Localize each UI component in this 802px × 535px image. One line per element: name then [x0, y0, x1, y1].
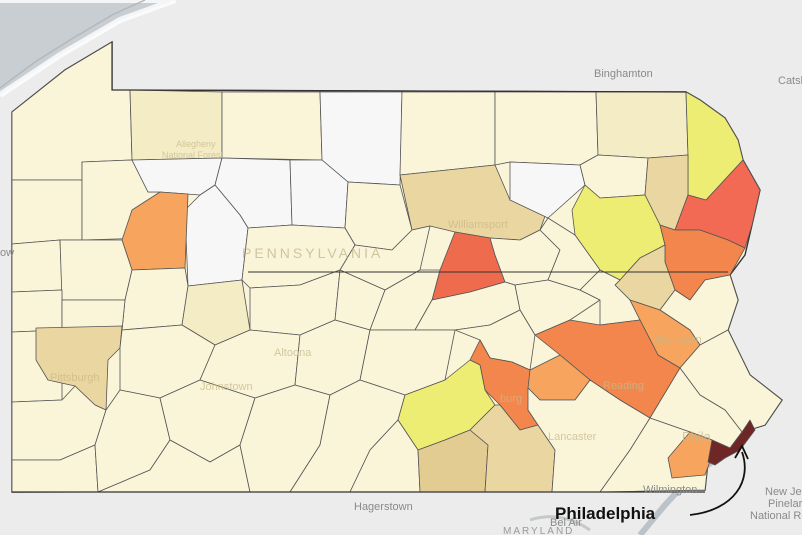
county-sullivan[interactable]: [509, 161, 586, 219]
label-allentown: Allentown: [654, 334, 702, 346]
label-bel-air: Bel Air: [550, 517, 582, 529]
callout-arrow-head-icon: [734, 444, 749, 460]
label-johnstown: Johnstown: [200, 381, 253, 393]
label-left-edge: ow: [0, 247, 14, 259]
lake-boundary: [0, 0, 146, 89]
label-philadelphia-faint: Phila: [682, 429, 712, 444]
lake-shore: [0, 0, 177, 98]
label-pinelands: Pinelar: [768, 498, 802, 510]
county-butler[interactable]: [121, 267, 189, 331]
label-new-jersey: New Jer: [765, 486, 802, 498]
susquehanna-mouth: [529, 515, 591, 532]
label-altoona: Altoona: [274, 347, 312, 359]
lake-erie: [0, 0, 175, 95]
county-bradford[interactable]: [494, 91, 599, 166]
label-catskill: Catsk: [778, 75, 802, 87]
label-national-reserve: National Re: [750, 510, 802, 522]
county-beaver-north[interactable]: [61, 299, 126, 331]
label-hagerstown: Hagerstown: [354, 501, 413, 513]
label-williamsport: Williamsport: [448, 219, 508, 231]
county-susquehanna[interactable]: [595, 91, 689, 159]
county-tioga[interactable]: [399, 91, 496, 176]
callout-arrow-line: [689, 451, 746, 516]
label-allegheny-forest-2: National Forest: [162, 150, 224, 160]
label-harrisburg: burg: [500, 393, 522, 405]
northern-border: [111, 42, 687, 93]
label-pennsylvania: PENNSYLVANIA: [242, 245, 383, 261]
label-pittsburgh: Pittsburgh: [50, 372, 100, 384]
county-mckean[interactable]: [221, 91, 323, 161]
label-maryland: MARYLAND: [503, 526, 574, 535]
label-wilmington: Wilmington: [643, 484, 697, 496]
county-mercer[interactable]: [11, 239, 63, 293]
county-venango[interactable]: [59, 239, 133, 301]
label-binghamton: Binghamton: [594, 68, 653, 80]
label-reading: Reading: [603, 380, 644, 392]
county-crawford-west[interactable]: [11, 179, 83, 245]
label-lancaster: Lancaster: [548, 431, 597, 443]
county-philadelphia[interactable]: [707, 419, 756, 466]
label-allegheny-forest-1: Allegheny: [176, 139, 216, 149]
callout-philadelphia-label: Philadelphia: [555, 504, 656, 523]
county-lawrence[interactable]: [11, 289, 63, 333]
